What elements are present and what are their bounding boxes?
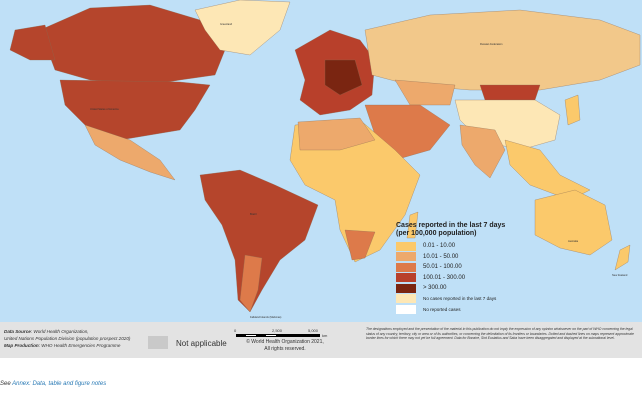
legend-swatch <box>396 262 416 272</box>
label-russia: Russian Federation <box>480 42 503 46</box>
region-greenland <box>194 0 291 56</box>
legend-item: 10.01 - 50.00 <box>396 252 505 263</box>
legend-item: No cases reported in the last 7 days <box>396 294 505 305</box>
legend-item: > 300.00 <box>396 283 505 294</box>
region-africa <box>289 119 421 263</box>
label-greenland: Greenland <box>220 22 233 26</box>
label-falklands: Falkland Islands (Malvinas) <box>250 315 282 319</box>
region-south-africa <box>344 229 376 261</box>
not-applicable-label: Not applicable <box>176 339 227 348</box>
legend-swatch <box>396 304 416 314</box>
not-applicable-swatch <box>148 336 168 349</box>
legend-item: 50.01 - 100.00 <box>396 262 505 273</box>
region-new-zealand <box>614 244 631 271</box>
region-canada <box>39 4 226 86</box>
annex-link[interactable]: Annex: Data, table and figure notes <box>12 381 107 387</box>
label-usa: United States of America <box>90 107 119 111</box>
world-map: Greenland Russian Federation United Stat… <box>0 0 642 322</box>
legend-subtitle: (per 100,000 population) <box>396 230 477 237</box>
region-india <box>459 124 506 179</box>
annex-note: See Annex: Data, table and figure notes <box>0 381 107 387</box>
region-argentina <box>239 254 263 313</box>
map-legend: Cases reported in the last 7 days (per 1… <box>396 222 505 315</box>
region-japan <box>564 94 581 126</box>
map-footer: Data Source: World Health Organization, … <box>0 322 642 358</box>
region-mexico <box>84 124 176 181</box>
label-new-zealand: New Zealand <box>612 273 628 277</box>
legend-swatch <box>396 294 416 304</box>
region-south-america <box>199 169 319 313</box>
region-usa <box>59 79 211 141</box>
legend-swatch <box>396 241 416 251</box>
legend-swatch <box>396 252 416 262</box>
legend-item: 100.01 - 300.00 <box>396 273 505 284</box>
region-australia <box>534 189 613 256</box>
region-alaska <box>9 24 56 61</box>
disclaimer: The designations employed and the presen… <box>366 327 634 341</box>
region-central-europe <box>324 59 363 96</box>
legend-item: 0.01 - 10.00 <box>396 241 505 252</box>
region-mongolia <box>479 84 541 101</box>
legend-swatch <box>396 273 416 283</box>
region-russia <box>364 9 641 91</box>
label-brazil: Brazil <box>250 212 257 216</box>
legend-title: Cases reported in the last 7 days <box>396 222 506 229</box>
label-australia: Australia <box>568 239 579 243</box>
legend-swatch <box>396 283 416 293</box>
data-source: Data Source: World Health Organization, … <box>4 329 131 348</box>
region-madagascar <box>406 211 419 239</box>
region-north-africa <box>297 117 376 151</box>
region-kazakhstan <box>394 79 456 106</box>
legend-item: No reported cases <box>396 304 505 315</box>
copyright: © World Health Organization 2021, All ri… <box>246 339 324 352</box>
